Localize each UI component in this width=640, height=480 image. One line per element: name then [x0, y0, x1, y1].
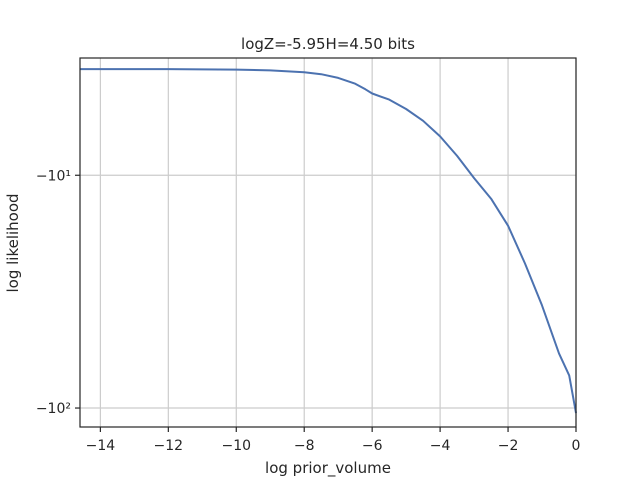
- x-tick-label: −6: [362, 438, 383, 454]
- y-tick-label: −10²: [36, 401, 71, 417]
- x-tick-label: −14: [86, 438, 116, 454]
- x-tick-label: −12: [154, 438, 184, 454]
- x-tick-label: −2: [498, 438, 519, 454]
- chart-title: logZ=-5.95H=4.50 bits: [241, 35, 415, 53]
- x-tick-label: 0: [572, 438, 581, 454]
- y-axis-label: log likelihood: [4, 193, 22, 292]
- plot-frame: [79, 57, 577, 428]
- ticks: −14 −12 −10 −8 −6 −4 −2 0 −10¹ −10²: [36, 168, 581, 454]
- y-tick-label: −10¹: [36, 168, 71, 184]
- series-line: [80, 68, 577, 414]
- x-tick-label: −8: [294, 438, 315, 454]
- x-tick-label: −4: [430, 438, 451, 454]
- x-axis-label: log prior_volume: [265, 459, 391, 478]
- series-layer: [80, 68, 577, 414]
- grid: [80, 58, 577, 427]
- x-tick-label: −10: [222, 438, 252, 454]
